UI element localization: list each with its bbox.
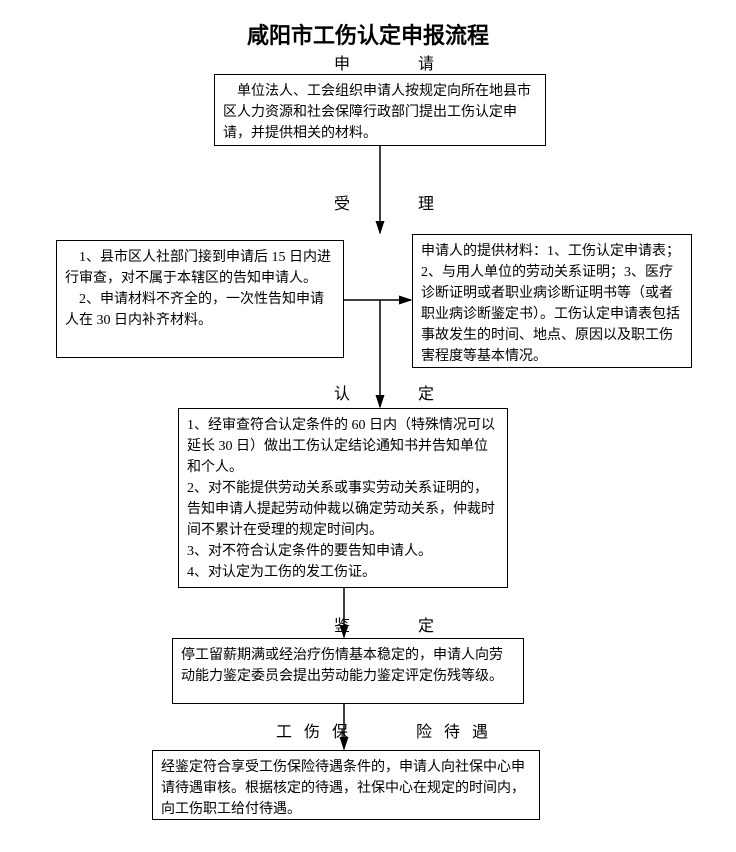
stage-accept: 受 理	[300, 190, 480, 214]
stage-identify: 认 定	[310, 380, 470, 404]
stage-benefit: 工伤保 险待遇	[268, 718, 508, 742]
box-accept-right: 申请人的提供材料：1、工伤认定申请表；2、与用人单位的劳动关系证明；3、医疗诊断…	[412, 234, 692, 368]
box-identify-desc: 1、经审查符合认定条件的 60 日内（特殊情况可以延长 30 日）做出工伤认定结…	[178, 408, 508, 588]
box-apply-desc: 单位法人、工会组织申请人按规定向所在地县市区人力资源和社会保障行政部门提出工伤认…	[214, 74, 546, 146]
stage-apply: 申 请	[300, 50, 480, 74]
page-title: 咸阳市工伤认定申报流程	[0, 18, 736, 50]
box-accept-left: 1、县市区人社部门接到申请后 15 日内进行审查，对不属于本辖区的告知申请人。 …	[56, 240, 344, 358]
box-benefit-desc: 经鉴定符合享受工伤保险待遇条件的，申请人向社保中心申请待遇审核。根据核定的待遇，…	[152, 750, 540, 820]
box-appraise-desc: 停工留薪期满或经治疗伤情基本稳定的，申请人向劳动能力鉴定委员会提出劳动能力鉴定评…	[172, 638, 524, 704]
stage-appraise: 鉴 定	[310, 612, 470, 636]
